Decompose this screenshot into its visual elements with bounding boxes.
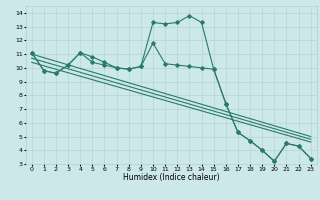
X-axis label: Humidex (Indice chaleur): Humidex (Indice chaleur)	[123, 173, 220, 182]
